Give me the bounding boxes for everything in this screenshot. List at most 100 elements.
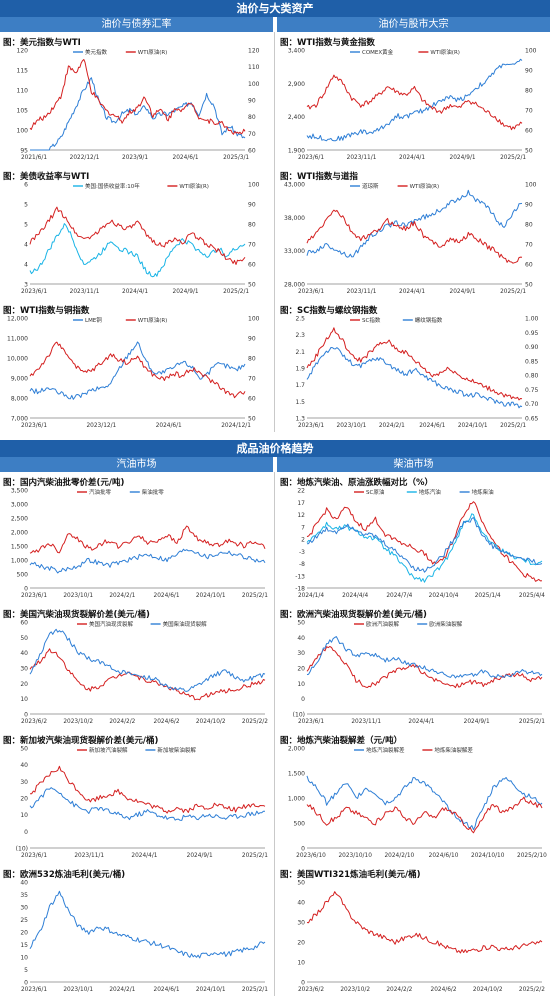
y-left-tick-label: 5 [24,202,28,209]
chart-panel-c13: 图：欧洲532炼油毛利(美元/桶) 0 5 10 15 20 25 30 35 40 2023/6/… [0,866,273,996]
y-right-tick-label: 90 [248,202,256,209]
legend-label: 欧洲汽油裂解 [366,620,400,628]
x-tick-label: 2023/6/1 [298,155,324,161]
chart-title: 图：新加坡汽柴油现货裂解价差(美元/桶) [3,736,159,746]
chart-title: 图：欧洲532炼油毛利(美元/桶) [3,870,126,880]
x-tick-label: 2024/4/1 [131,853,157,859]
x-tick-label: 2025/2/1 [223,289,249,295]
y-left-tick-label: 1,000 [288,796,305,803]
chart-panel-c14: 图：美国WTI321炼油毛利(美元/桶) 0 10 20 30 40 50 2023/6/2 2… [277,866,550,996]
y-left-tick-label: 2,000 [11,530,28,537]
chart-svg-c10: (10) 0 10 20 30 40 50 2023/6/1 2023/11/1 2024/4/1… [293,620,546,726]
x-tick-label: 2023/6/1 [21,289,47,295]
y-left-tick-label: 20 [20,681,28,688]
x-tick-label: 2023/6/1 [298,423,324,429]
y-left-tick-label: 12 [297,512,305,519]
y-left-tick-label: 30 [20,666,28,673]
chart-svg-c12: 0 500 1,000 1,500 2,000 2023/6/10 2023/10/10 20… [288,746,547,860]
y-right-tick-label: 80 [525,222,533,229]
y-left-tick-label: 115 [17,68,29,75]
legend-label: 美国汽油现货裂解 [89,620,134,628]
y-left-tick-label: 10 [20,696,28,703]
series-line-0 [306,58,523,142]
x-tick-label: 2022/12/1 [70,155,100,161]
x-tick-label: 2023/11/1 [70,289,100,295]
y-left-tick-label: 5 [24,222,28,229]
x-tick-label: 2024/10/1 [458,423,488,429]
chart-panel-c4: 图：WTI指数与道指 28,000 33,000 38,000 43,000 50 60 70… [277,168,550,298]
y-right-tick-label: 100 [248,81,260,88]
y-left-tick-label: 500 [294,821,306,828]
y-left-tick-label: 12,000 [7,316,28,323]
x-tick-label: 2025/2/1 [500,289,526,295]
y-left-tick-label: 10 [297,960,305,967]
x-tick-label: 2023/6/10 [296,853,326,859]
y-left-tick-label: 1.7 [295,382,305,389]
series-line-0 [29,223,246,278]
series-line-1 [29,206,246,265]
legend-label: 新加坡柴油裂解 [157,746,196,754]
series-line-1 [29,628,266,692]
x-tick-label: 2025/3/1 [223,155,249,161]
chart-svg-c1: 95 100 105 110 115 120 60 70 80 90 100 110 120 2021/6… [17,48,260,162]
y-left-tick-label: 1,500 [11,544,28,551]
y-left-tick-label: 3,400 [288,48,305,55]
y-left-tick-label: 11,000 [7,336,28,343]
legend-label: SC原油 [366,488,385,496]
y-right-tick-label: 60 [525,128,533,135]
chart-svg-c3: 3 4 4 5 5 6 50 60 70 80 90 100 2023/6/1 2023/11/1 2024… [21,182,260,296]
legend-label: WTI原油(R) [138,316,168,324]
x-tick-label: 2023/10/1 [63,987,93,993]
y-right-tick-label: 90 [525,68,533,75]
y-right-tick-label: 60 [248,262,256,269]
legend-label: 美国:国债收益率:10年 [85,182,140,190]
y-left-tick-label: 1,500 [288,771,305,778]
chart-title: 图：地炼汽柴油裂解差（元/吨） [280,736,403,746]
y-right-tick-label: 60 [248,396,256,403]
y-left-tick-label: 40 [20,650,28,657]
y-left-tick-label: 6 [24,182,28,189]
series-line-0 [29,648,266,701]
y-left-tick-label: 40 [20,880,28,887]
legend-label: 地炼汽油裂解差 [366,746,405,754]
subhead-diesel: 柴油市场 [277,457,550,472]
y-left-tick-label: 0 [301,980,305,987]
y-left-tick-label: 50 [297,880,305,887]
x-tick-label: 2023/9/1 [122,155,148,161]
legend-label: 地炼柴油 [472,488,495,496]
series-line-0 [29,890,266,959]
y-left-tick-label: 2 [301,537,305,544]
y-left-tick-label: 20 [297,940,305,947]
x-tick-label: 2024/6/2 [154,719,180,725]
y-left-tick-label: 10 [297,681,305,688]
chart-panel-c10: 图：欧洲汽柴油现货裂解价差(美元/桶) (10) 0 10 20 30 40 50 2023/6… [277,606,550,728]
x-tick-label: 2024/10/1 [196,987,226,993]
x-tick-label: 2024/1/4 [298,593,324,599]
y-left-tick-label: 15 [20,942,28,949]
y-left-tick-label: 17 [297,500,305,507]
x-tick-label: 2021/6/1 [21,155,47,161]
y-right-tick-label: 100 [248,316,260,323]
y-left-tick-label: 2,900 [288,81,305,88]
legend-label: WTI原油(R) [179,182,209,190]
y-left-tick-label: 0 [24,829,28,836]
y-left-tick-label: 40 [20,762,28,769]
y-right-tick-label: 60 [248,148,256,155]
x-tick-label: 2024/12/1 [221,423,251,429]
y-right-tick-label: 0.95 [525,330,539,337]
section-title-assets: 油价与大类资产 [0,0,550,17]
y-left-tick-label: 38,000 [284,215,305,222]
x-tick-label: 2024/9/1 [187,853,213,859]
y-right-tick-label: 60 [525,262,533,269]
x-tick-label: 2023/6/1 [21,423,47,429]
y-right-tick-label: 70 [248,376,256,383]
x-tick-label: 2023/10/1 [63,593,93,599]
chart-svg-c8: -18 -13 -8 -3 2 7 12 17 22 2024/1/4 2024/4/4 2024/7… [295,488,545,600]
chart-svg-c14: 0 10 20 30 40 50 2023/6/2 2023/10/2 2024/2/2 2024… [297,880,545,994]
y-left-tick-label: 4 [24,242,28,249]
x-tick-label: 2023/10/2 [63,719,93,725]
chart-svg-c5: 7,000 8,000 9,000 10,000 11,000 12,000 50 60 70 8… [7,316,260,430]
y-right-tick-label: 110 [248,64,260,71]
y-left-tick-label: 28,000 [284,282,305,289]
y-right-tick-label: 90 [525,202,533,209]
